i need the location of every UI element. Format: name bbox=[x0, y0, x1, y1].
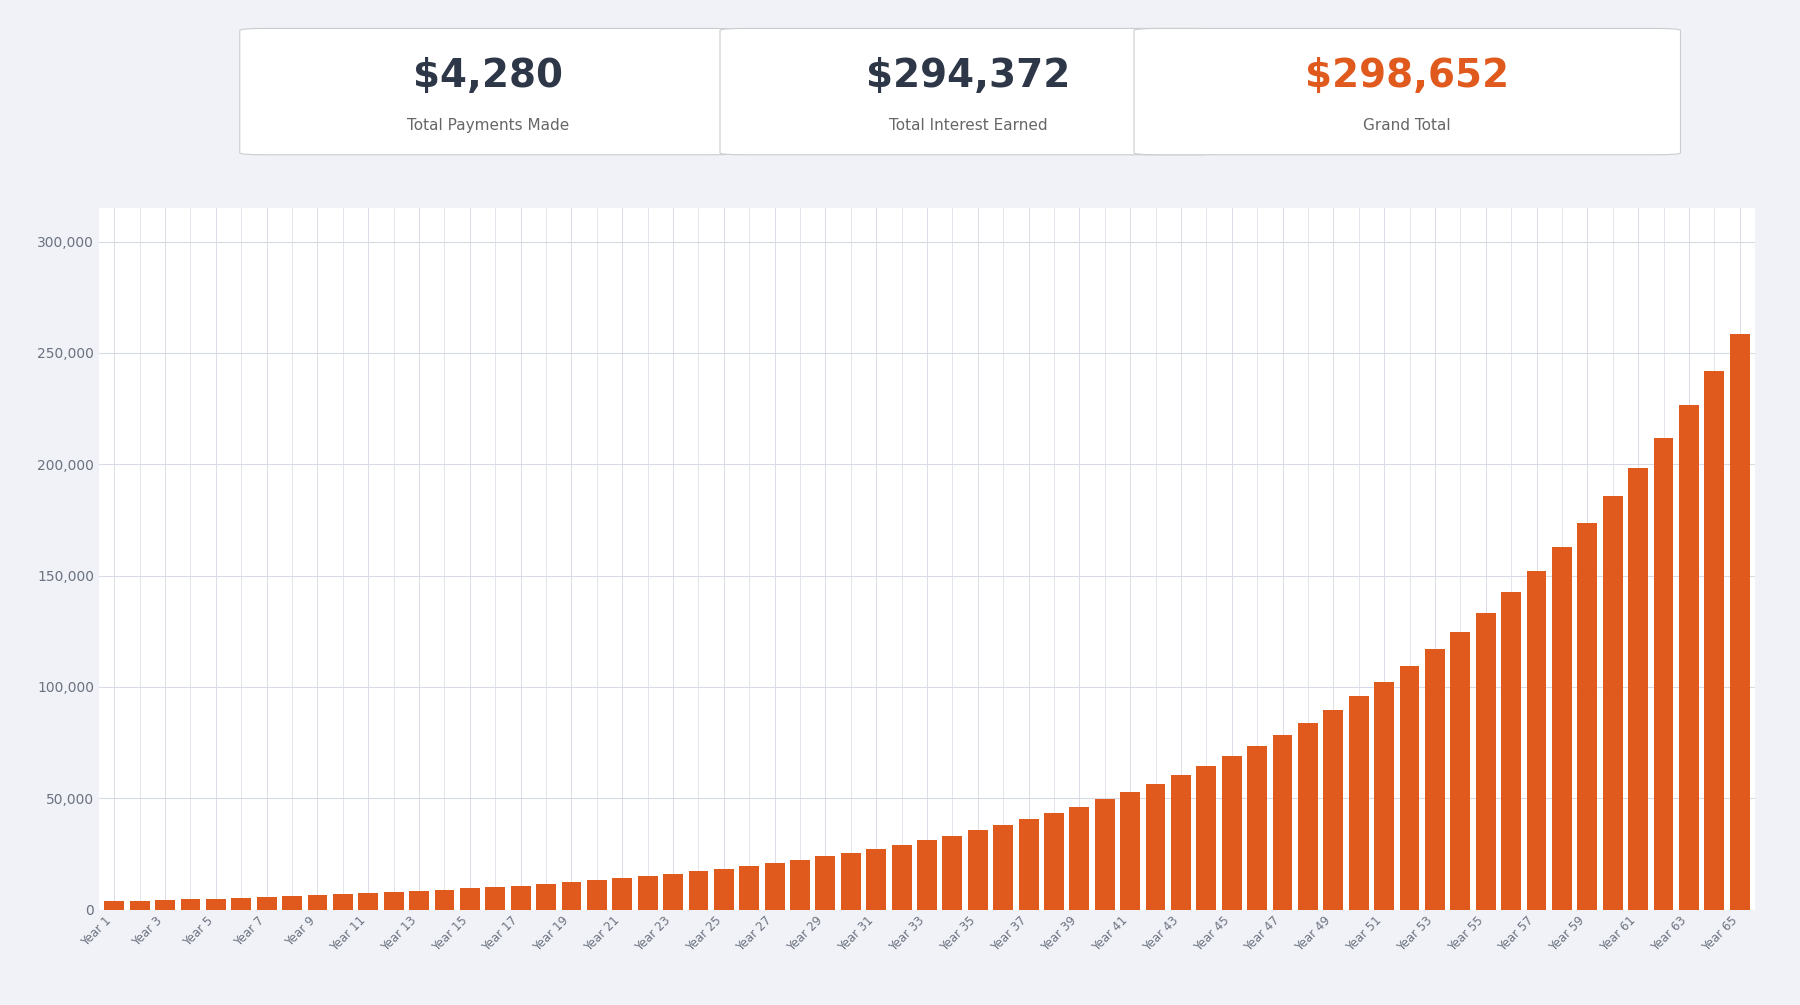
Bar bbox=[308, 895, 328, 910]
Bar bbox=[1172, 775, 1192, 910]
Bar bbox=[765, 863, 785, 910]
Bar bbox=[1400, 666, 1420, 910]
Bar bbox=[1069, 807, 1089, 910]
Bar bbox=[205, 898, 225, 910]
Bar bbox=[1273, 735, 1292, 910]
Bar bbox=[1654, 437, 1674, 910]
Bar bbox=[257, 897, 277, 910]
Bar bbox=[612, 878, 632, 910]
Bar bbox=[180, 899, 200, 910]
Bar bbox=[1348, 696, 1368, 910]
Bar bbox=[1247, 746, 1267, 910]
Bar bbox=[536, 883, 556, 910]
Bar bbox=[1145, 784, 1165, 910]
Bar bbox=[511, 885, 531, 910]
Bar bbox=[232, 897, 252, 910]
Bar bbox=[1094, 800, 1114, 910]
Bar bbox=[689, 871, 709, 910]
Bar bbox=[283, 896, 302, 910]
FancyBboxPatch shape bbox=[239, 28, 736, 155]
Bar bbox=[434, 889, 454, 910]
Bar bbox=[486, 887, 506, 910]
Bar bbox=[866, 849, 886, 910]
Bar bbox=[155, 900, 175, 910]
Bar bbox=[1298, 723, 1318, 910]
Bar bbox=[1222, 757, 1242, 910]
Text: Total Payments Made: Total Payments Made bbox=[407, 119, 569, 134]
Bar bbox=[1120, 792, 1139, 910]
Text: $298,652: $298,652 bbox=[1305, 56, 1510, 94]
Bar bbox=[740, 866, 760, 910]
Bar bbox=[1730, 334, 1750, 910]
Bar bbox=[1629, 467, 1649, 910]
Bar bbox=[715, 868, 734, 910]
Bar bbox=[104, 901, 124, 910]
Bar bbox=[383, 892, 403, 910]
Bar bbox=[968, 830, 988, 910]
Text: Total Interest Earned: Total Interest Earned bbox=[889, 119, 1048, 134]
FancyBboxPatch shape bbox=[720, 28, 1217, 155]
Bar bbox=[1679, 405, 1699, 910]
Bar bbox=[130, 900, 149, 910]
Bar bbox=[637, 876, 657, 910]
Bar bbox=[790, 860, 810, 910]
Bar bbox=[662, 873, 682, 910]
Text: Grand Total: Grand Total bbox=[1363, 119, 1451, 134]
Bar bbox=[1426, 649, 1445, 910]
Bar bbox=[994, 825, 1013, 910]
Bar bbox=[1044, 813, 1064, 910]
Bar bbox=[1197, 766, 1217, 910]
FancyBboxPatch shape bbox=[1134, 28, 1681, 155]
Bar bbox=[409, 891, 428, 910]
Bar bbox=[1019, 819, 1039, 910]
Bar bbox=[891, 845, 911, 910]
Bar bbox=[1602, 496, 1622, 910]
Bar bbox=[358, 893, 378, 910]
Bar bbox=[916, 840, 938, 910]
Bar bbox=[1552, 548, 1571, 910]
Bar bbox=[587, 880, 607, 910]
Bar bbox=[1323, 710, 1343, 910]
Bar bbox=[1501, 592, 1521, 910]
Bar bbox=[1451, 631, 1471, 910]
Text: $294,372: $294,372 bbox=[866, 56, 1071, 94]
Bar bbox=[1705, 371, 1724, 910]
Bar bbox=[943, 835, 963, 910]
Bar bbox=[1476, 613, 1496, 910]
Bar bbox=[562, 882, 581, 910]
Bar bbox=[461, 888, 481, 910]
Bar bbox=[1577, 523, 1597, 910]
Bar bbox=[1373, 681, 1393, 910]
Text: $4,280: $4,280 bbox=[414, 56, 563, 94]
Bar bbox=[815, 856, 835, 910]
Bar bbox=[1526, 571, 1546, 910]
Bar bbox=[841, 853, 860, 910]
Bar bbox=[333, 894, 353, 910]
